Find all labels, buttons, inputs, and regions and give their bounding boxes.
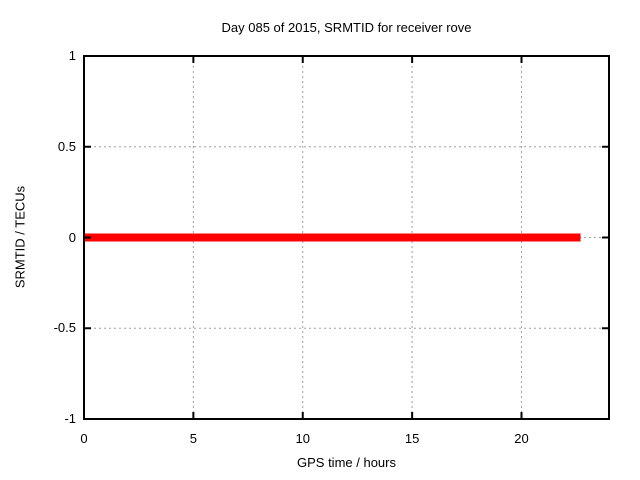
x-tick-label: 10: [295, 431, 310, 446]
x-tick-label: 0: [80, 431, 88, 446]
y-tick-label: -0.5: [53, 320, 76, 336]
x-tick-label: 15: [404, 431, 420, 446]
chart-title: Day 085 of 2015, SRMTID for receiver rov…: [221, 20, 472, 35]
y-tick-label: 0: [68, 229, 76, 245]
x-axis-label: GPS time / hours: [297, 455, 396, 470]
y-tick-label: -1: [64, 411, 76, 426]
x-tick-label: 20: [514, 431, 529, 446]
y-tick-label: 1: [68, 48, 76, 63]
y-tick-label: 0.5: [57, 138, 76, 154]
x-tick-label: 5: [189, 431, 197, 446]
